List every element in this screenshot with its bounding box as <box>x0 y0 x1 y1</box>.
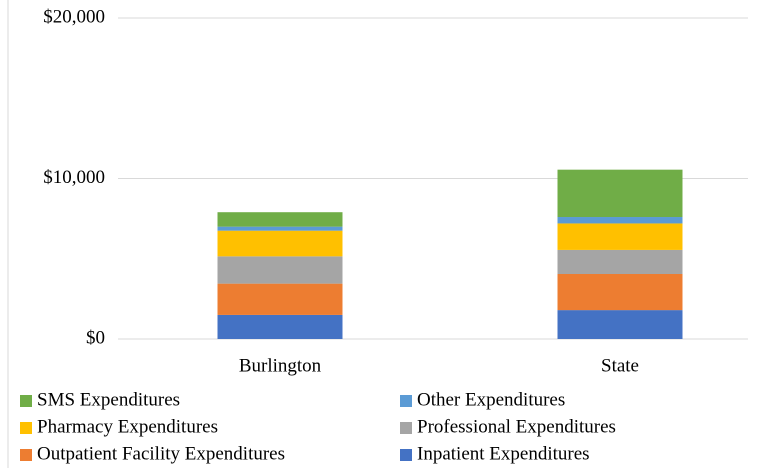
legend-swatch <box>400 449 412 461</box>
legend-label: Other Expenditures <box>417 389 565 410</box>
legend-label: SMS Expenditures <box>37 389 180 410</box>
bar-segment <box>557 310 683 339</box>
bar-segment <box>217 230 343 257</box>
legend-swatch <box>20 449 32 461</box>
legend-label: Pharmacy Expenditures <box>37 416 218 437</box>
bar-segment <box>217 283 343 315</box>
y-tick-label: $0 <box>86 327 105 348</box>
legend-swatch <box>20 395 32 407</box>
y-tick-label: $10,000 <box>43 167 105 188</box>
bar-segment <box>217 212 343 227</box>
legend-swatch <box>400 395 412 407</box>
bar-segment <box>557 273 683 311</box>
bar-segment <box>557 223 683 250</box>
x-tick-label: Burlington <box>239 355 322 376</box>
bar-segment <box>217 226 343 231</box>
bar-segment <box>557 249 683 274</box>
y-tick-label: $20,000 <box>43 6 105 27</box>
bar-segment <box>557 217 683 224</box>
bar-segment <box>217 256 343 284</box>
legend-label: Inpatient Expenditures <box>417 443 590 464</box>
legend-label: Professional Expenditures <box>417 416 616 437</box>
bar-segment <box>557 169 683 218</box>
bar-segment <box>217 314 343 339</box>
legend-swatch <box>20 422 32 434</box>
x-tick-label: State <box>601 355 639 376</box>
legend-label: Outpatient Facility Expenditures <box>37 443 285 464</box>
legend-swatch <box>400 422 412 434</box>
